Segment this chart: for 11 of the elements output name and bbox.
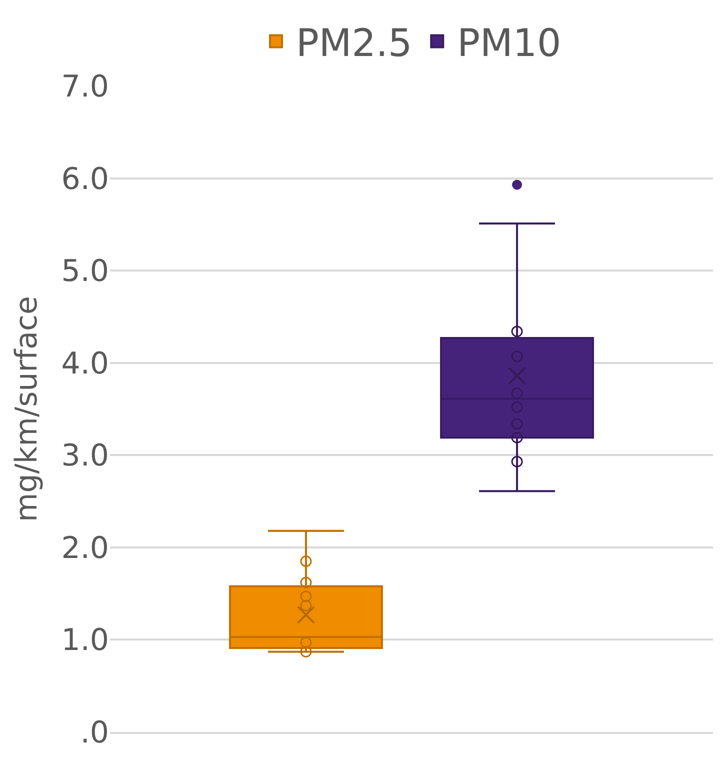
y-axis-title: mg/km/surface: [9, 296, 44, 522]
y-tick-label: 7.0: [61, 70, 109, 104]
legend-label: PM10: [457, 21, 562, 66]
y-tick-label: 1.0: [61, 623, 109, 658]
y-tick-label: 5.0: [61, 254, 109, 290]
y-tick-label: .0: [80, 716, 109, 750]
y-tick-label: 4.0: [61, 346, 109, 382]
y-tick-label: 6.0: [61, 162, 109, 197]
legend-label: PM2.5: [296, 21, 412, 66]
y-tick-label: 2.0: [61, 530, 109, 566]
y-tick-label: 3.0: [61, 438, 109, 474]
